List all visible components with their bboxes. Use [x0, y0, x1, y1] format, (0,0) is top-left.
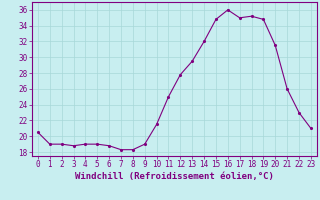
- X-axis label: Windchill (Refroidissement éolien,°C): Windchill (Refroidissement éolien,°C): [75, 172, 274, 181]
